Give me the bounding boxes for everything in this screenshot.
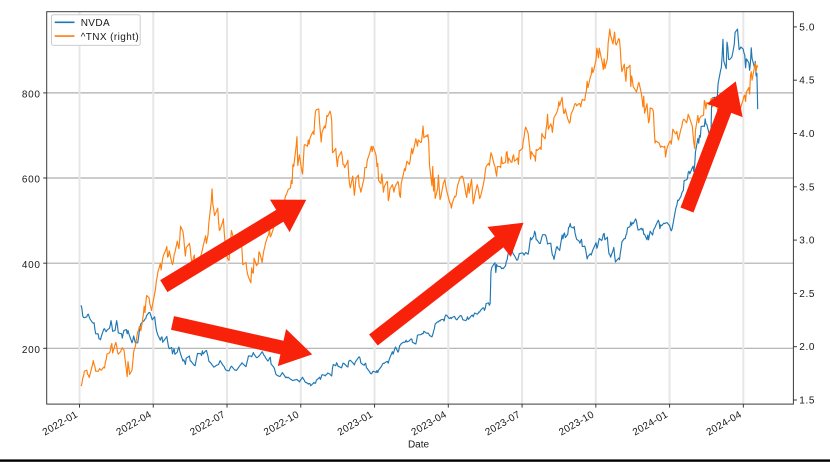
- svg-text:5.0: 5.0: [799, 22, 815, 33]
- svg-text:2.0: 2.0: [799, 342, 815, 353]
- svg-text:800: 800: [22, 90, 41, 101]
- svg-text:3.0: 3.0: [799, 236, 815, 247]
- svg-text:4.0: 4.0: [799, 129, 815, 140]
- svg-text:200: 200: [22, 345, 41, 356]
- svg-text:3.5: 3.5: [799, 182, 815, 193]
- svg-text:400: 400: [22, 260, 41, 271]
- svg-text:4.5: 4.5: [799, 76, 815, 87]
- svg-text:2.5: 2.5: [799, 289, 815, 300]
- svg-text:^TNX (right): ^TNX (right): [81, 32, 139, 43]
- svg-text:Date: Date: [408, 439, 430, 450]
- svg-text:1.5: 1.5: [799, 396, 815, 407]
- svg-text:600: 600: [22, 175, 41, 186]
- svg-text:NVDA: NVDA: [81, 18, 110, 29]
